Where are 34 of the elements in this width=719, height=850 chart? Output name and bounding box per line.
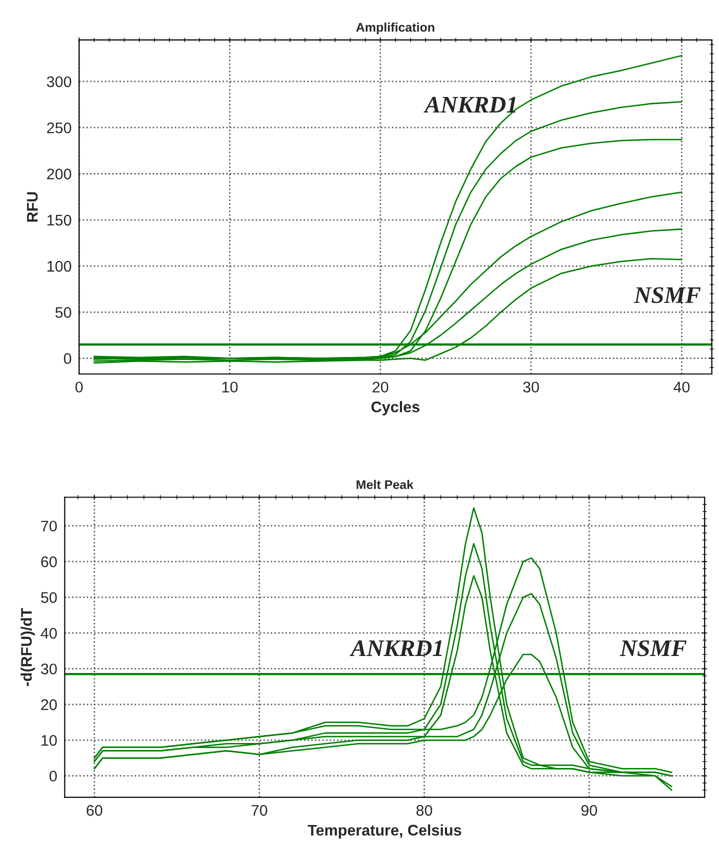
y-axis-title: -d(RFU)/dT: [20, 608, 35, 686]
y-tick-label: 300: [46, 76, 72, 88]
chart-title: Amplification: [356, 22, 434, 34]
x-tick-label: 90: [581, 804, 598, 816]
y-tick-label: 50: [41, 592, 57, 603]
x-tick-label: 40: [674, 382, 690, 393]
y-tick-label: 250: [47, 122, 72, 134]
x-axis-title: Temperature, Celsius: [308, 824, 462, 839]
annotation: NSMF: [634, 287, 701, 304]
x-tick-label: 20: [372, 382, 388, 393]
x-axis-title: Cycles: [371, 401, 420, 416]
y-tick-label: 0: [64, 353, 72, 364]
y-tick-label: 70: [41, 520, 57, 532]
y-tick-label: 0: [50, 770, 57, 782]
y-tick-label: 60: [41, 556, 57, 568]
y-tick-label: 10: [42, 735, 57, 746]
x-tick-label: 80: [416, 804, 432, 816]
y-tick-label: 50: [55, 307, 72, 318]
y-tick-label: 40: [40, 628, 57, 639]
annotation: ANKRD1: [424, 96, 516, 112]
chart-title: Melt Peak: [356, 480, 414, 490]
annotation: NSMF: [620, 640, 686, 656]
x-tick-label: 0: [75, 382, 83, 393]
annotation: ANKRD1: [350, 640, 442, 656]
y-axis-title: RFU: [27, 192, 38, 222]
y-tick-label: 20: [41, 699, 57, 710]
y-tick-label: 100: [47, 260, 72, 272]
x-tick-label: 60: [86, 804, 102, 816]
x-tick-label: 70: [252, 804, 268, 816]
x-tick-label: 30: [523, 382, 539, 393]
y-tick-label: 200: [47, 168, 72, 180]
y-tick-label: 150: [47, 214, 72, 226]
y-tick-label: 30: [41, 664, 57, 674]
x-tick-label: 10: [222, 382, 238, 393]
